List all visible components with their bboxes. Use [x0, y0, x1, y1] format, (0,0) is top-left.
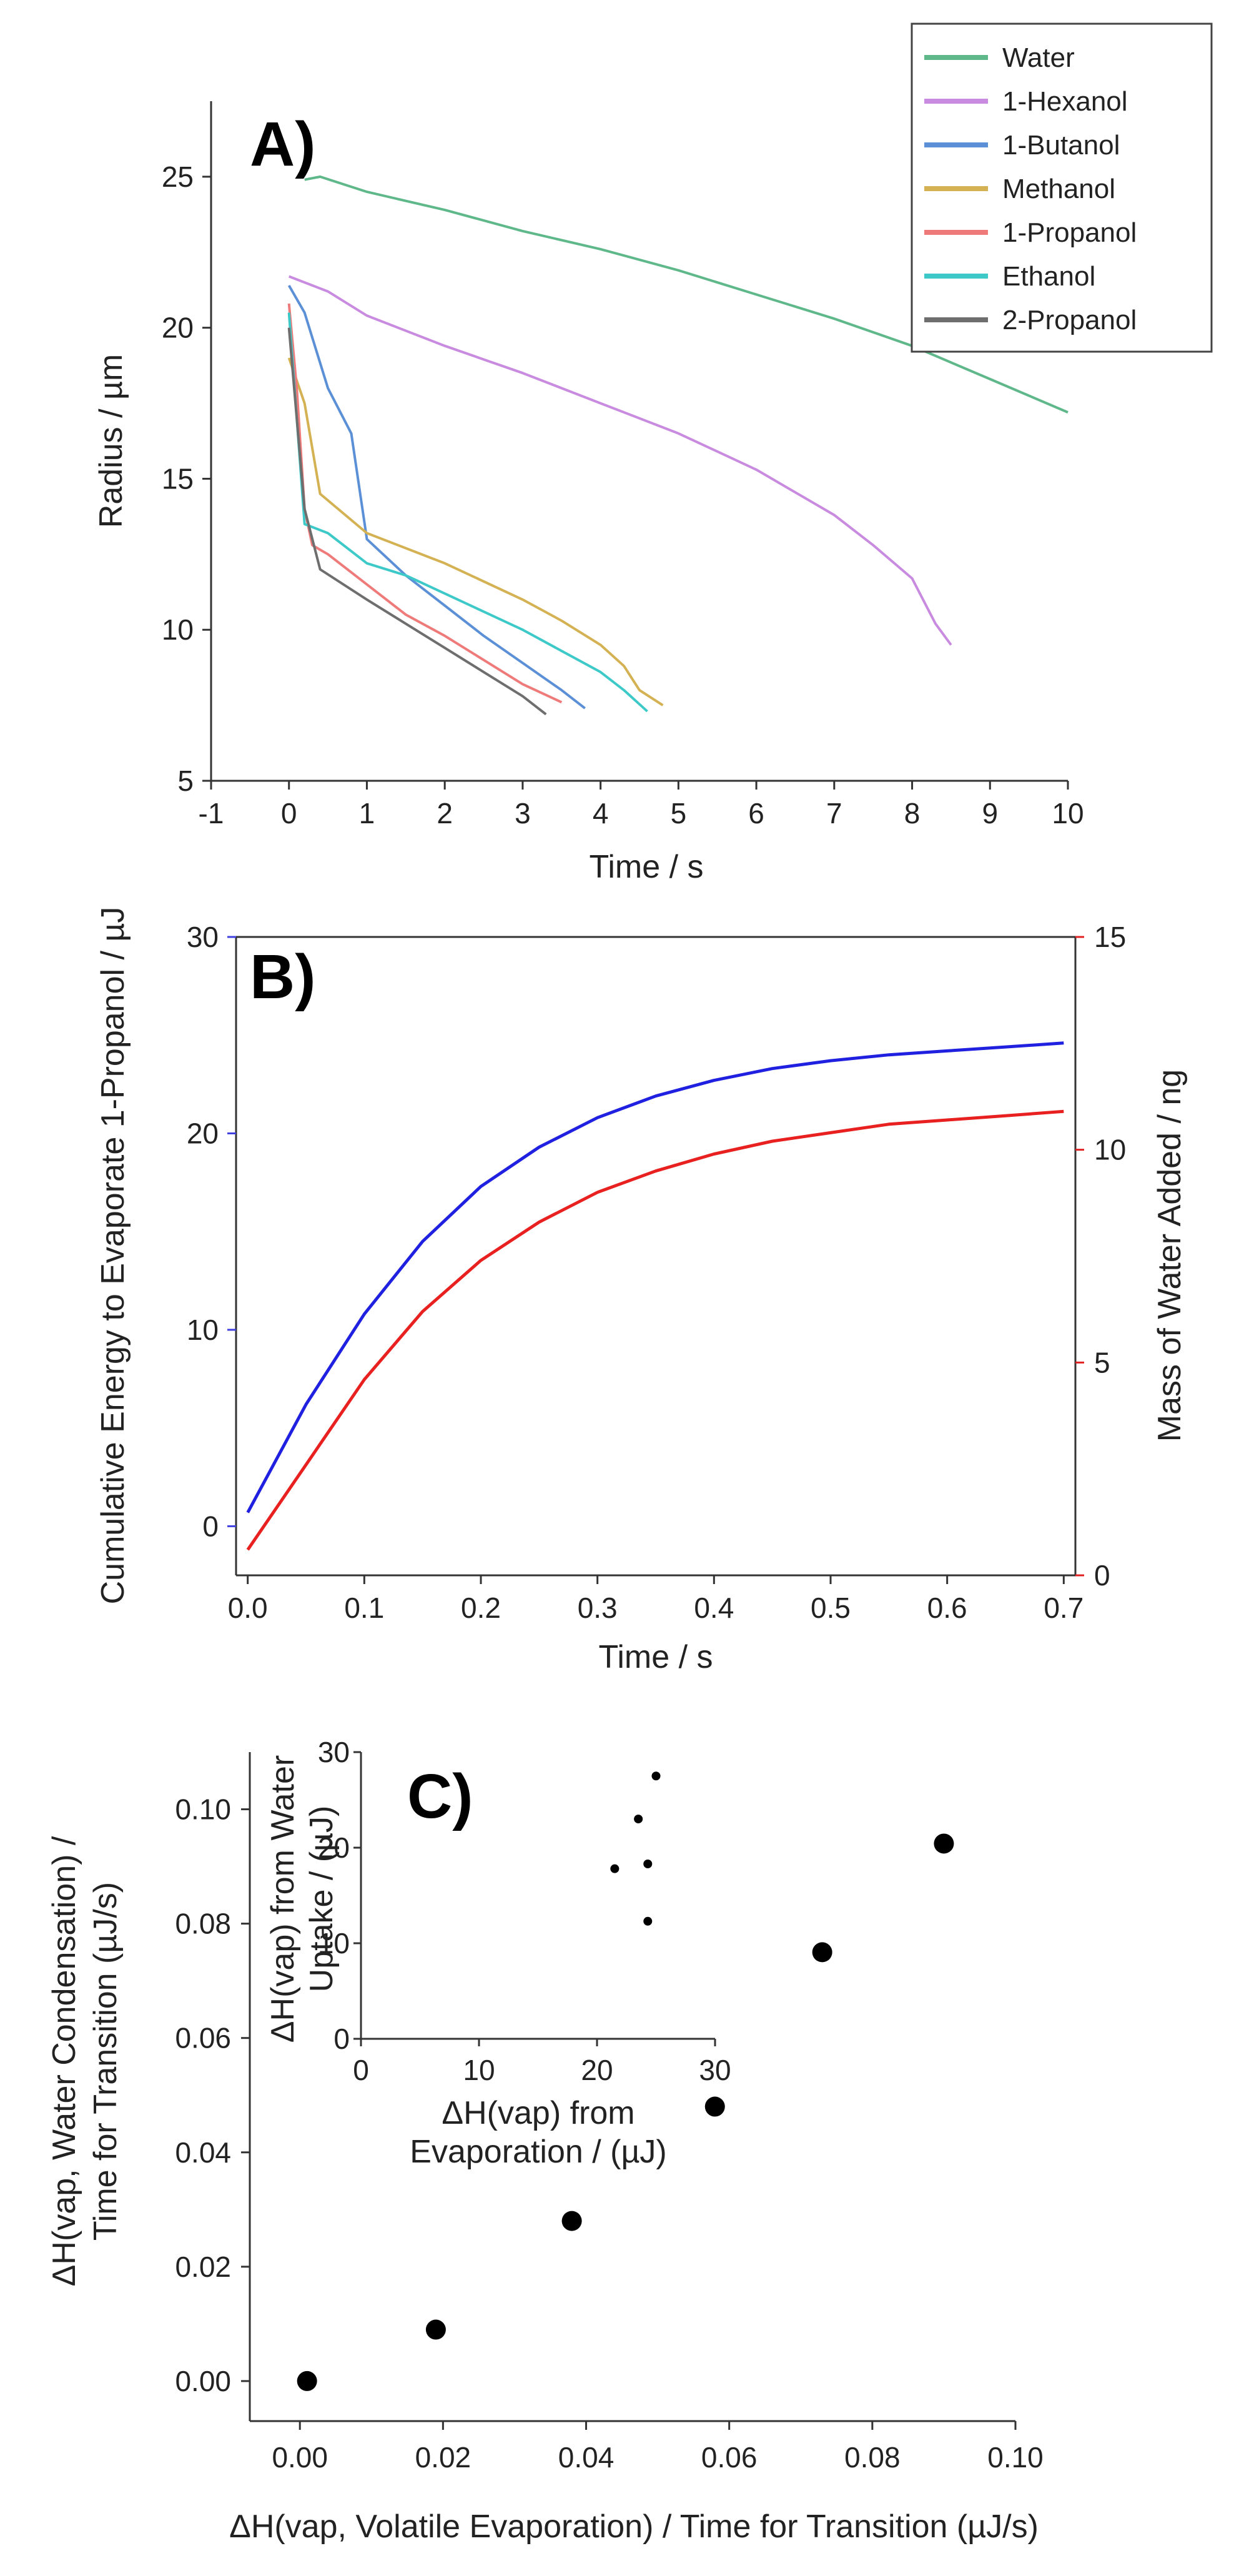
c-y-tick-label: 0.06 — [175, 2022, 231, 2054]
series-line-1-butanol — [287, 285, 586, 710]
b-right-tick-label: 10 — [1094, 1134, 1126, 1166]
b-x-tick-label: 0.4 — [694, 1592, 734, 1624]
legend-label: 1-Hexanol — [1002, 86, 1128, 117]
panel-a-x-label: Time / s — [590, 849, 704, 885]
legend-label: Methanol — [1002, 174, 1115, 204]
panel-a-y-label: Radius / µm — [93, 354, 129, 528]
inset-x-tick-label: 0 — [353, 2054, 369, 2086]
b-right-tick-label: 5 — [1094, 1346, 1110, 1379]
c-data-point — [297, 2370, 317, 2391]
c-data-point — [425, 2319, 446, 2340]
b-right-tick-label: 15 — [1094, 921, 1126, 953]
inset-x-tick-label: 10 — [463, 2054, 495, 2086]
b-right-tick-label: 0 — [1094, 1559, 1110, 1592]
b-series-line-left — [246, 1041, 1064, 1513]
inset-y-label-line-1: ΔH(vap) from Water — [265, 1755, 301, 2043]
b-left-tick-label: 10 — [187, 1314, 219, 1346]
c-x-tick-label: 0.04 — [558, 2441, 615, 2474]
panel-b-x-label: Time / s — [599, 1639, 713, 1675]
a-y-tick-label: 10 — [162, 613, 194, 646]
c-y-tick-label: 0.02 — [175, 2251, 231, 2283]
series-line-methanol — [287, 357, 664, 706]
b-left-tick-label: 20 — [187, 1117, 219, 1149]
b-x-tick-label: 0.5 — [811, 1592, 851, 1624]
a-x-tick-label: 4 — [593, 797, 609, 830]
a-x-tick-label: 6 — [748, 797, 764, 830]
inset-y-label-line-2: Uptake / (µJ) — [304, 1806, 340, 1993]
series-line-ethanol — [287, 312, 648, 713]
legend-label: 1-Propanol — [1002, 217, 1137, 248]
inset-x-label-line-2: Evaporation / (µJ) — [410, 2134, 666, 2170]
inset-y-tick-label: 30 — [318, 1736, 350, 1768]
c-x-tick-label: 0.02 — [415, 2441, 471, 2474]
legend-label: 1-Butanol — [1002, 130, 1120, 161]
a-x-tick-label: 3 — [515, 797, 531, 830]
b-series-line-right — [246, 1109, 1064, 1551]
panel-b-right-y-label: Mass of Water Added / ng — [1152, 1069, 1188, 1442]
panel-c-y-label-line-2: Time for Transition (µJ/s) — [87, 1882, 124, 2241]
panel-a-legend: Water 1-Hexanol 1-Butanol Methanol 1-Propano… — [911, 22, 1213, 353]
c-y-tick-label: 0.08 — [175, 1908, 231, 1940]
inset-data-point — [651, 1771, 661, 1781]
inset-data-point — [610, 1864, 620, 1873]
series-line-2-propanol — [287, 327, 547, 716]
panel-b-letter: B) — [250, 942, 316, 1012]
c-y-tick-label: 0.10 — [175, 1793, 231, 1826]
c-data-point — [934, 1833, 954, 1854]
b-x-tick-label: 0.2 — [461, 1592, 501, 1624]
c-y-tick-label: 0.04 — [175, 2136, 231, 2169]
c-y-tick-label: 0.00 — [175, 2365, 231, 2397]
panel-b-left-y-label: Cumulative Energy to Evaporate 1-Propano… — [95, 907, 131, 1605]
b-left-tick-label: 30 — [187, 921, 219, 953]
a-x-tick-label: 7 — [826, 797, 842, 830]
inset-y-tick-label: 20 — [318, 1831, 350, 1864]
a-x-tick-label: -1 — [199, 797, 224, 830]
inset-x-label-line-1: ΔH(vap) from — [442, 2095, 634, 2131]
c-data-point — [812, 1942, 832, 1963]
panel-c-y-label-line-1: ΔH(vap, Water Condensation) / — [46, 1836, 82, 2286]
b-x-tick-label: 0.1 — [344, 1592, 384, 1624]
legend-label: Water — [1002, 42, 1075, 73]
inset-y-tick-label: 0 — [333, 2023, 350, 2055]
inset-x-tick-label: 30 — [699, 2054, 731, 2086]
series-line-1-hexanol — [288, 275, 952, 646]
inset-y-tick-label: 10 — [318, 1927, 350, 1959]
panel-a-line-chart: -1 0 1 2 3 4 5 6 7 8 9 10 5 10 15 20 25 A) Time / s Rad… — [93, 22, 1213, 885]
a-y-tick-label: 20 — [162, 312, 194, 344]
panel-a-letter: A) — [250, 109, 316, 179]
c-data-point — [561, 2211, 582, 2231]
inset-data-point — [634, 1815, 643, 1824]
c-x-tick-label: 0.00 — [272, 2441, 328, 2474]
b-x-tick-label: 0.0 — [228, 1592, 268, 1624]
panel-c-letter: C) — [407, 1761, 473, 1831]
a-x-tick-label: 8 — [904, 797, 921, 830]
c-x-tick-label: 0.10 — [987, 2441, 1044, 2474]
inset-data-point — [643, 1860, 653, 1869]
a-x-tick-label: 1 — [359, 797, 375, 830]
legend-label: 2-Propanol — [1002, 305, 1137, 335]
b-x-tick-label: 0.6 — [927, 1592, 967, 1624]
c-x-tick-label: 0.06 — [701, 2441, 758, 2474]
a-x-tick-label: 9 — [982, 797, 998, 830]
panel-c-inset-chart: 0 10 20 30 0 10 20 30 C) ΔH(vap) from Evaporat… — [265, 1736, 731, 2170]
c-data-point — [704, 2096, 725, 2117]
panel-c-x-label: ΔH(vap, Volatile Evaporation) / Time for… — [229, 2509, 1039, 2545]
b-x-tick-label: 0.7 — [1044, 1592, 1084, 1624]
a-x-tick-label: 10 — [1052, 797, 1084, 830]
a-x-tick-label: 2 — [437, 797, 453, 830]
a-x-tick-label: 5 — [671, 797, 687, 830]
b-x-tick-label: 0.3 — [578, 1592, 618, 1624]
a-y-tick-label: 25 — [162, 161, 194, 193]
a-x-tick-label: 0 — [281, 797, 297, 830]
inset-x-tick-label: 20 — [581, 2054, 613, 2086]
a-y-tick-label: 15 — [162, 462, 194, 495]
legend-label: Ethanol — [1002, 261, 1095, 292]
c-x-tick-label: 0.08 — [844, 2441, 901, 2474]
b-left-tick-label: 0 — [202, 1510, 219, 1542]
a-y-tick-label: 5 — [177, 765, 194, 797]
inset-data-point — [643, 1916, 653, 1926]
panel-c-scatter-chart: 0.00 0.02 0.04 0.06 0.08 0.10 0.00 0.02 0.04 0.0… — [46, 1736, 1044, 2545]
